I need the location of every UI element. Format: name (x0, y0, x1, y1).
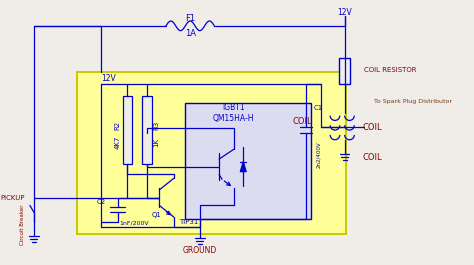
Text: QM15HA-H: QM15HA-H (213, 114, 255, 123)
Text: GROUND: GROUND (182, 246, 217, 255)
Text: R2: R2 (115, 121, 121, 130)
Text: COIL: COIL (292, 117, 312, 126)
Text: C1: C1 (314, 105, 323, 111)
Text: 12V: 12V (101, 74, 116, 83)
FancyBboxPatch shape (77, 72, 346, 234)
Text: 1A: 1A (185, 29, 196, 38)
Text: To Spark Plug Distributor: To Spark Plug Distributor (374, 99, 452, 104)
Text: 1K: 1K (154, 138, 159, 147)
Text: 1nF/200V: 1nF/200V (120, 220, 149, 225)
Text: PICKUP: PICKUP (0, 195, 25, 201)
Text: 4K7: 4K7 (115, 136, 121, 149)
Text: Q1: Q1 (152, 212, 162, 218)
Text: R3: R3 (154, 121, 159, 130)
Text: COIL: COIL (362, 123, 382, 132)
Text: TIP31: TIP31 (179, 219, 198, 225)
FancyBboxPatch shape (185, 103, 311, 219)
Text: Circuit Breaker: Circuit Breaker (20, 205, 25, 245)
Text: 12V: 12V (337, 8, 352, 17)
Polygon shape (240, 162, 246, 172)
FancyBboxPatch shape (123, 96, 132, 164)
Text: F1: F1 (185, 14, 195, 23)
FancyBboxPatch shape (142, 96, 152, 164)
Text: 2n2/400V: 2n2/400V (316, 141, 321, 167)
Text: COIL: COIL (362, 153, 382, 162)
FancyBboxPatch shape (339, 58, 350, 84)
Text: COIL RESISTOR: COIL RESISTOR (364, 67, 417, 73)
Text: IGBT1: IGBT1 (222, 103, 245, 112)
Text: C2: C2 (97, 198, 106, 205)
